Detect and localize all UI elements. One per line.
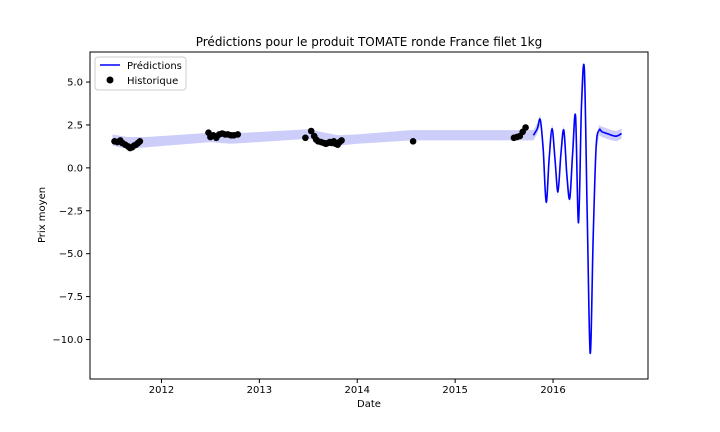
prediction-line: [532, 63, 623, 355]
y-tick-label: −7.5: [59, 292, 83, 303]
legend-history-label: Historique: [127, 76, 178, 87]
legend: Prédictions Historique: [94, 56, 187, 91]
x-axis-label: Date: [357, 399, 381, 410]
x-tick-label: 2016: [540, 385, 565, 396]
confidence-band-layer: [112, 64, 622, 359]
history-point: [338, 137, 345, 144]
history-point: [522, 124, 529, 131]
x-tick-label: 2012: [149, 385, 174, 396]
chart-title: Prédictions pour le produit TOMATE ronde…: [196, 35, 543, 49]
y-tick-label: 0.0: [67, 163, 83, 174]
confidence-band: [112, 64, 622, 359]
history-point: [234, 131, 242, 138]
history-point: [409, 138, 417, 145]
plot-frame: [89, 51, 649, 380]
y-tick-label: −5.0: [59, 249, 83, 260]
y-tick-label: 5.0: [67, 78, 83, 89]
prediction-line-layer: [532, 63, 623, 355]
y-axis: 5.0 2.5 0.0 −2.5 −5.0 −7.5 −10.0: [52, 78, 90, 346]
history-point: [302, 134, 309, 142]
x-tick-label: 2014: [345, 385, 370, 396]
legend-history-swatch: [106, 76, 114, 84]
x-tick-label: 2013: [247, 385, 272, 396]
y-tick-label: −2.5: [59, 206, 83, 217]
legend-prediction-label: Prédictions: [127, 60, 182, 72]
y-tick-label: 2.5: [67, 120, 83, 131]
history-point: [307, 127, 315, 135]
history-point: [136, 138, 144, 145]
y-axis-label: Prix moyen: [37, 187, 48, 243]
history-point-layer: [111, 124, 529, 152]
y-tick-label: −10.0: [52, 335, 83, 346]
x-axis: 2012 2013 2014 2015 2016: [149, 379, 566, 396]
x-tick-label: 2015: [442, 385, 467, 396]
